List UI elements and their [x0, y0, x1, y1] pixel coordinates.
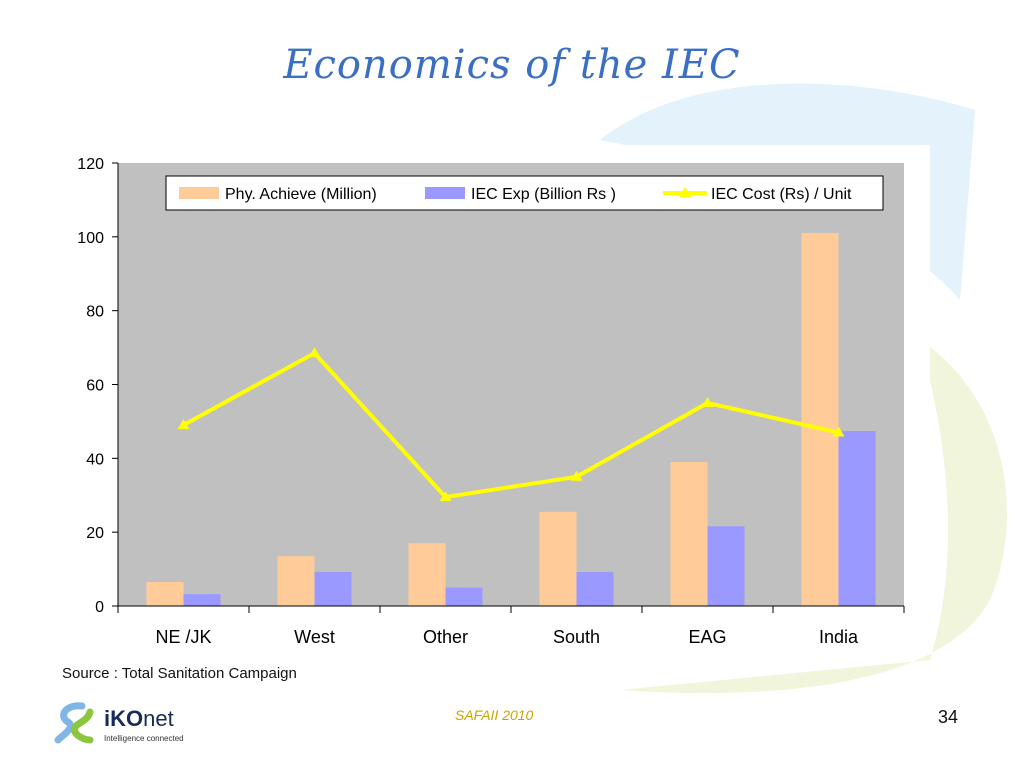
y-tick-label: 60: [86, 378, 104, 395]
bar-iec-exp-4: [707, 526, 745, 606]
legend-swatch-0: [179, 187, 219, 199]
iec-cost-point-2: [439, 491, 452, 502]
legend-marker-2: [679, 187, 691, 197]
bar-iec-exp-5: [838, 431, 876, 606]
bar-iec-exp-3: [576, 572, 614, 606]
bar-phy-achieve-0: [146, 582, 184, 606]
legend-label-0: Phy. Achieve (Million): [225, 186, 377, 203]
bar-phy-achieve-4: [670, 462, 708, 606]
y-tick-label: 20: [86, 525, 104, 542]
y-tick-label: 100: [77, 230, 104, 247]
slide-title: Economics of the IEC: [283, 42, 741, 88]
y-tick-label: 80: [86, 304, 104, 321]
ikonet-logo-mark: [52, 700, 100, 753]
plot-area: [118, 163, 904, 606]
bar-phy-achieve-3: [539, 511, 577, 606]
legend-box: [165, 175, 884, 211]
bar-phy-achieve-5: [801, 233, 839, 606]
page-number: 34: [938, 707, 959, 727]
legend: Phy. Achieve (Million) IEC Exp (Billion R…: [165, 175, 884, 211]
line-layer: [177, 347, 845, 502]
bar-phy-achieve-2: [408, 543, 446, 606]
y-tick-label: 0: [95, 599, 104, 616]
legend-label-1: IEC Exp (Billion Rs ): [471, 186, 616, 203]
y-tick-label: 120: [77, 156, 104, 173]
iec-cost-point-4: [701, 396, 714, 407]
bar-phy-achieve-1: [277, 556, 315, 606]
logo-text: iKOnet: [104, 706, 174, 731]
source-note: Source : Total Sanitation Campaign: [62, 665, 297, 682]
iec-cost-point-5: [832, 426, 845, 437]
x-category-label: Other: [423, 627, 468, 647]
x-category-label: South: [553, 627, 600, 647]
bar-iec-exp-2: [445, 587, 483, 606]
iec-cost-line: [182, 350, 839, 500]
legend-swatch-1: [425, 187, 465, 199]
x-category-label: NE /JK: [155, 627, 211, 647]
y-tick-label: 40: [86, 451, 104, 468]
legend-label-2: IEC Cost (Rs) / Unit: [711, 186, 852, 203]
axes-layer: 0 20 40 60 80 100 120 NE /JK West Other South EAG In…: [77, 156, 905, 647]
bars-layer: [146, 233, 876, 606]
logo-tagline: Intelligence connected: [104, 734, 184, 743]
footer-text: SAFAII 2010: [455, 707, 534, 723]
x-category-label: EAG: [688, 627, 726, 647]
x-category-label: India: [819, 627, 859, 647]
bar-iec-exp-1: [314, 572, 352, 606]
iec-cost-point-0: [177, 419, 190, 430]
x-category-label: West: [294, 627, 335, 647]
iec-cost-point-3: [570, 470, 583, 481]
bar-iec-exp-0: [183, 594, 221, 606]
iec-cost-point-1: [308, 347, 321, 358]
